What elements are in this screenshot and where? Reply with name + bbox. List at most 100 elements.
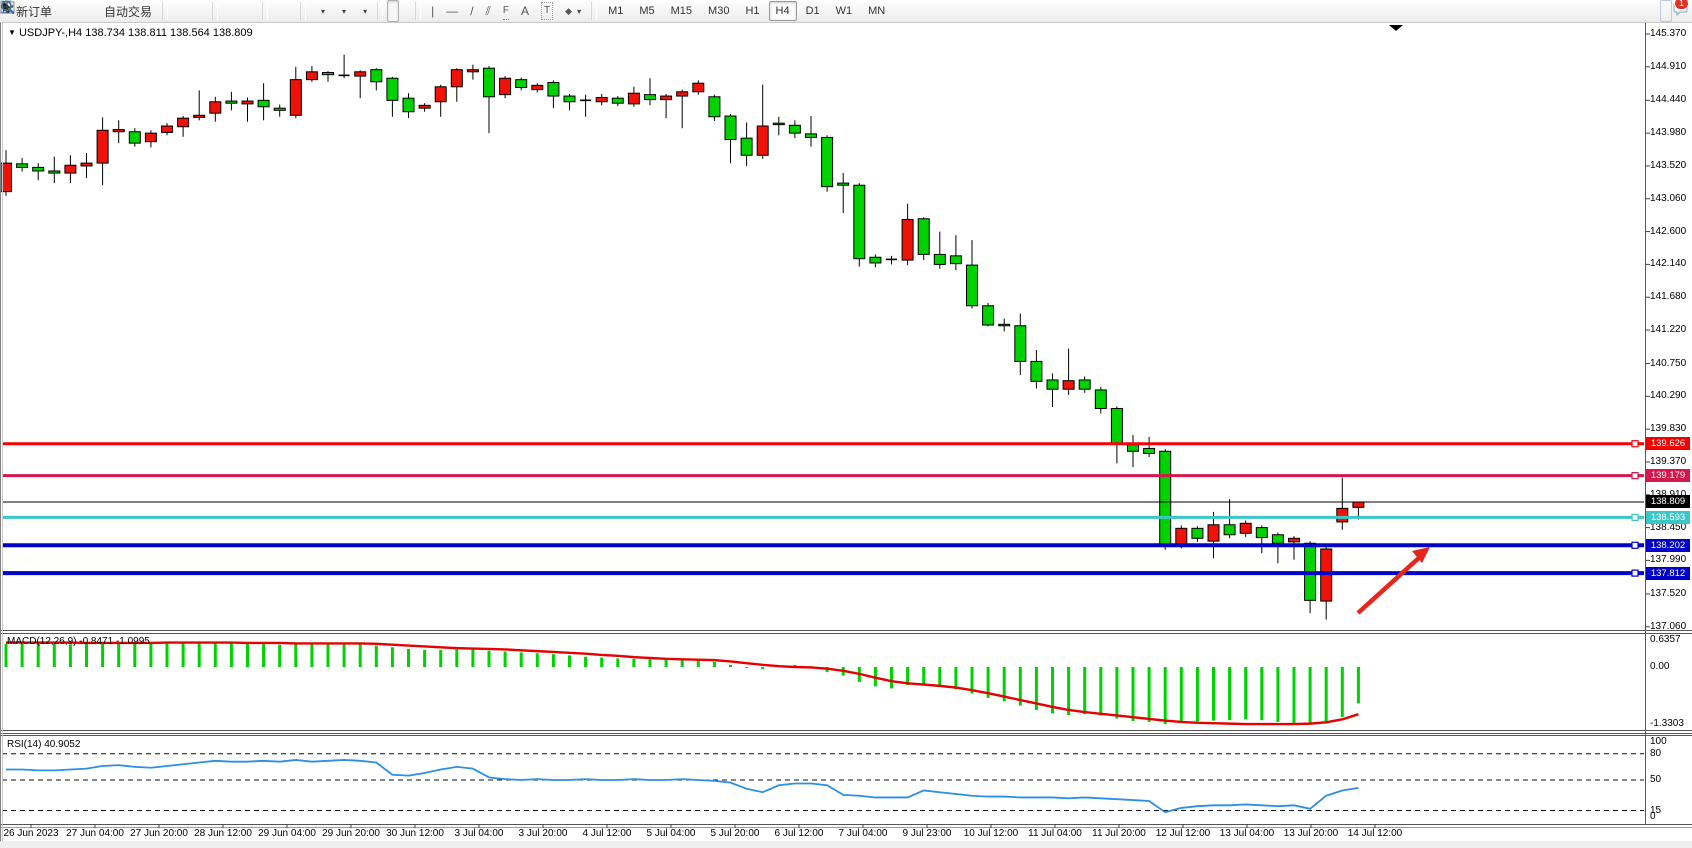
- chart-title: ▼ USDJPY-,H4 138.734 138.811 138.564 138…: [8, 27, 253, 39]
- price-axis-label: 143.060: [1650, 192, 1687, 204]
- rsi-indicator-label: RSI(14) 40.9052: [7, 739, 81, 750]
- rsi-axis-label: 0: [1650, 811, 1656, 822]
- timeframe-button-h4[interactable]: H4: [768, 1, 797, 21]
- rsi-pane[interactable]: [2, 753, 1644, 814]
- text-tool[interactable]: A: [521, 4, 530, 18]
- price-axis-label: 145.370: [1650, 28, 1687, 39]
- timeframe-button-d1[interactable]: D1: [805, 5, 820, 17]
- timeframe-group: M1 M5 M15 M30 H1 H4 D1 W1 MN: [601, 1, 892, 21]
- tile-windows-button[interactable]: [1, 0, 258, 22]
- new-chart-dropdown[interactable]: ▾: [0, 0, 331, 22]
- period-dropdown[interactable]: ▾: [0, 0, 352, 22]
- toolbar-separator: [262, 2, 269, 20]
- chart-shift-button[interactable]: [2, 0, 296, 22]
- toolbar-separator: [415, 2, 422, 20]
- current-price-badge: 138.809: [1646, 495, 1690, 509]
- timeframe-button-mn[interactable]: MN: [868, 5, 886, 17]
- channel-tool[interactable]: ⫽: [485, 4, 491, 18]
- macd-axis-label: -1.3303: [1650, 718, 1684, 730]
- rsi-axis-label: 80: [1650, 747, 1662, 759]
- time-axis-label: 3 Jul 20:00: [518, 828, 568, 839]
- toolbar-separator: [212, 2, 219, 20]
- chevron-down-icon: ▾: [363, 6, 368, 16]
- timeframe-button-m5[interactable]: M5: [639, 5, 655, 17]
- search-button[interactable]: [1, 0, 1672, 22]
- price-axis-label: 138.910: [1650, 488, 1687, 500]
- arrow-head: [1412, 547, 1430, 563]
- price-line-badge: 138.202: [1646, 538, 1690, 552]
- timeframe-button-m1[interactable]: M1: [608, 5, 624, 17]
- macd-axis-label: 0.00: [1650, 661, 1670, 672]
- chevron-down-icon: ▾: [321, 6, 326, 16]
- top-toolbar: 新订单 自动交易 ▾ ▾ ▾ | —: [0, 0, 1692, 23]
- timeframe-button-m30[interactable]: M30: [708, 5, 730, 17]
- auto-trading-label: 自动交易: [104, 4, 153, 19]
- fibonacci-tool[interactable]: F: [497, 0, 515, 22]
- annotation-arrow[interactable]: [1356, 547, 1430, 615]
- macd-indicator-label: MACD(12,26,9) -0.8471 -1.0995: [7, 636, 150, 647]
- vertical-line-tool[interactable]: |: [431, 4, 435, 18]
- auto-scroll-button[interactable]: [2, 0, 284, 22]
- bar-chart-mode-button[interactable]: [1, 0, 184, 22]
- line-chart-mode-button[interactable]: [1, 0, 208, 22]
- toolbar-separator: [162, 2, 169, 20]
- rsi-line: [6, 759, 1359, 814]
- chart-shift-marker[interactable]: [1389, 25, 1403, 31]
- notifications-button[interactable]: 1: [1672, 0, 1689, 22]
- time-axis-label: 13 Jul 04:00: [1219, 828, 1275, 839]
- time-axis-label: 9 Jul 23:00: [902, 828, 952, 839]
- crosshair-tool-button[interactable]: [1, 0, 411, 22]
- horizontal-price-lines[interactable]: [2, 440, 1644, 577]
- price-line-badge: 139.626: [1646, 437, 1690, 451]
- text-label-tool[interactable]: T: [535, 0, 559, 22]
- horizontal-line-tool[interactable]: —: [446, 4, 459, 18]
- profile-button[interactable]: [0, 0, 82, 22]
- price-line-badge: 138.593: [1646, 510, 1690, 524]
- price-axis-label: 141.680: [1650, 291, 1687, 303]
- time-axis-label: 5 Jul 20:00: [710, 828, 760, 839]
- time-axis-label: 28 Jun 12:00: [194, 828, 252, 839]
- candlestick-series[interactable]: [0, 54, 1365, 620]
- window-bottom-edge: [0, 841, 1692, 848]
- time-axis-label: 10 Jul 12:00: [963, 828, 1019, 839]
- rsi-axis-label: 15: [1650, 804, 1662, 816]
- chart-symbol-period: USDJPY-,H4: [18, 27, 83, 39]
- zoom-in-button[interactable]: [1, 0, 234, 22]
- price-axis-label: 144.440: [1650, 94, 1687, 106]
- time-axis-label: 27 Jun 04:00: [66, 828, 124, 839]
- candlestick-mode-button[interactable]: [1, 0, 196, 22]
- price-axis-label: 141.220: [1650, 324, 1687, 336]
- signals-button[interactable]: [0, 0, 94, 22]
- time-axis-label: 7 Jul 04:00: [838, 828, 888, 839]
- shapes-dropdown[interactable]: ◆ ▾: [565, 6, 582, 16]
- timeframe-button-w1[interactable]: W1: [835, 5, 853, 17]
- trendline-tool[interactable]: /: [470, 4, 474, 18]
- timeframe-button-m15[interactable]: M15: [670, 5, 693, 17]
- rsi-axis-label: 50: [1650, 774, 1662, 785]
- new-order-label: 新订单: [16, 4, 53, 19]
- time-axis-label: 11 Jul 20:00: [1092, 828, 1146, 839]
- macd-signal-line: [6, 641, 1359, 726]
- toolbar-separator: [377, 2, 384, 20]
- price-axis-label: 140.750: [1650, 357, 1687, 369]
- price-axis-label: 144.910: [1650, 60, 1687, 72]
- time-axis-label: 4 Jul 12:00: [582, 828, 632, 839]
- charts-button[interactable]: [1, 0, 70, 22]
- toolbar-separator: [591, 2, 598, 20]
- timeframe-button-h1[interactable]: H1: [745, 5, 760, 17]
- price-axis-label: 143.520: [1650, 159, 1687, 171]
- cursor-tool-button[interactable]: [3, 0, 400, 22]
- rsi-axis-label: 100: [1650, 736, 1667, 747]
- chart-dropdown-arrow[interactable]: ▼: [8, 28, 16, 37]
- template-dropdown[interactable]: ▾: [0, 0, 373, 22]
- auto-trading-button[interactable]: 自动交易: [1, 0, 158, 22]
- price-axis-label: 138.450: [1650, 521, 1687, 533]
- macd-pane[interactable]: [4, 641, 1360, 726]
- zoom-out-button[interactable]: [1, 0, 246, 22]
- price-axis-label: 139.370: [1650, 455, 1687, 467]
- time-axis-label: 11 Jul 04:00: [1028, 828, 1082, 839]
- price-axis-label: 142.600: [1650, 225, 1687, 237]
- time-axis-label: 27 Jun 20:00: [130, 828, 188, 839]
